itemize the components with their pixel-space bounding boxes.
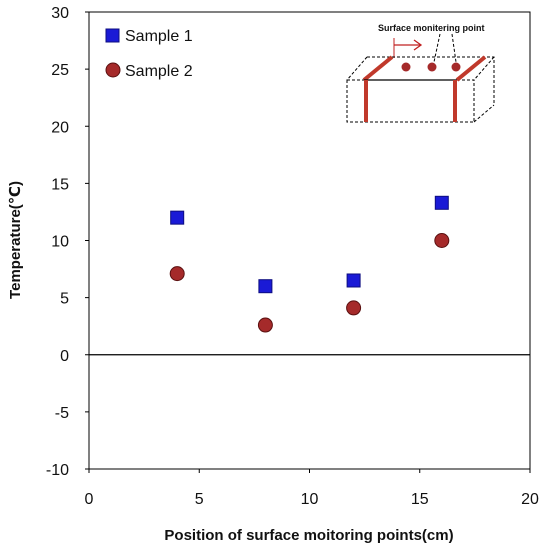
- data-point-series-1: [170, 210, 185, 225]
- legend: Sample 1 Sample 2: [105, 28, 193, 80]
- inset-diagram: Surface monitering point: [346, 23, 495, 123]
- data-point-series-1: [434, 195, 449, 210]
- inset-arrow-head: [413, 39, 423, 51]
- inset-box-back-left: [346, 56, 368, 81]
- data-point-series-2: [434, 233, 450, 248]
- inset-monitor-point-3: [451, 62, 461, 72]
- legend-marker-sample-2: [105, 62, 121, 78]
- inset-monitor-point-1: [401, 62, 411, 72]
- x-tick-label: 20: [521, 491, 539, 508]
- inset-box-bottom-right: [473, 104, 495, 123]
- x-tick-label: 10: [301, 491, 319, 508]
- y-tick-label: 30: [51, 5, 69, 22]
- y-tick-label: 20: [51, 119, 69, 136]
- inset-diagram-label: Surface monitering point: [378, 23, 485, 33]
- inset-beam-right: [455, 55, 487, 82]
- y-axis-title: Temperature(℃): [7, 181, 24, 299]
- data-point-series-1: [258, 279, 273, 294]
- x-tick-label: 15: [411, 491, 429, 508]
- x-axis-title: Position of surface moitoring points(cm): [164, 527, 453, 544]
- data-point-series-2: [346, 300, 362, 316]
- legend-marker-sample-1: [105, 28, 120, 43]
- data-point-series-1: [346, 273, 361, 288]
- inset-box-back-right: [473, 56, 495, 81]
- y-tick-label: 5: [60, 291, 69, 308]
- y-axis-ticks: -10 -5 0 5 10 15 20 25 30: [46, 5, 89, 479]
- inset-beam-left: [362, 55, 394, 82]
- y-tick-label: 25: [51, 62, 69, 79]
- data-point-series-2: [257, 317, 273, 333]
- x-axis-ticks: 0 5 10 15 20: [85, 469, 539, 508]
- y-tick-label: 10: [51, 234, 69, 251]
- data-points: [169, 195, 450, 333]
- y-tick-label: -10: [46, 462, 69, 479]
- x-tick-label: 5: [195, 491, 204, 508]
- y-tick-label: -5: [55, 405, 69, 422]
- legend-label-sample-1: Sample 1: [125, 28, 193, 45]
- y-tick-label: 0: [60, 348, 69, 365]
- x-tick-label: 0: [85, 491, 94, 508]
- data-point-series-2: [169, 266, 185, 282]
- inset-monitor-point-2: [427, 62, 437, 72]
- legend-label-sample-2: Sample 2: [125, 63, 193, 80]
- y-tick-label: 15: [51, 176, 69, 193]
- plot-area-frame: [88, 11, 531, 470]
- inset-box-front: [346, 79, 475, 123]
